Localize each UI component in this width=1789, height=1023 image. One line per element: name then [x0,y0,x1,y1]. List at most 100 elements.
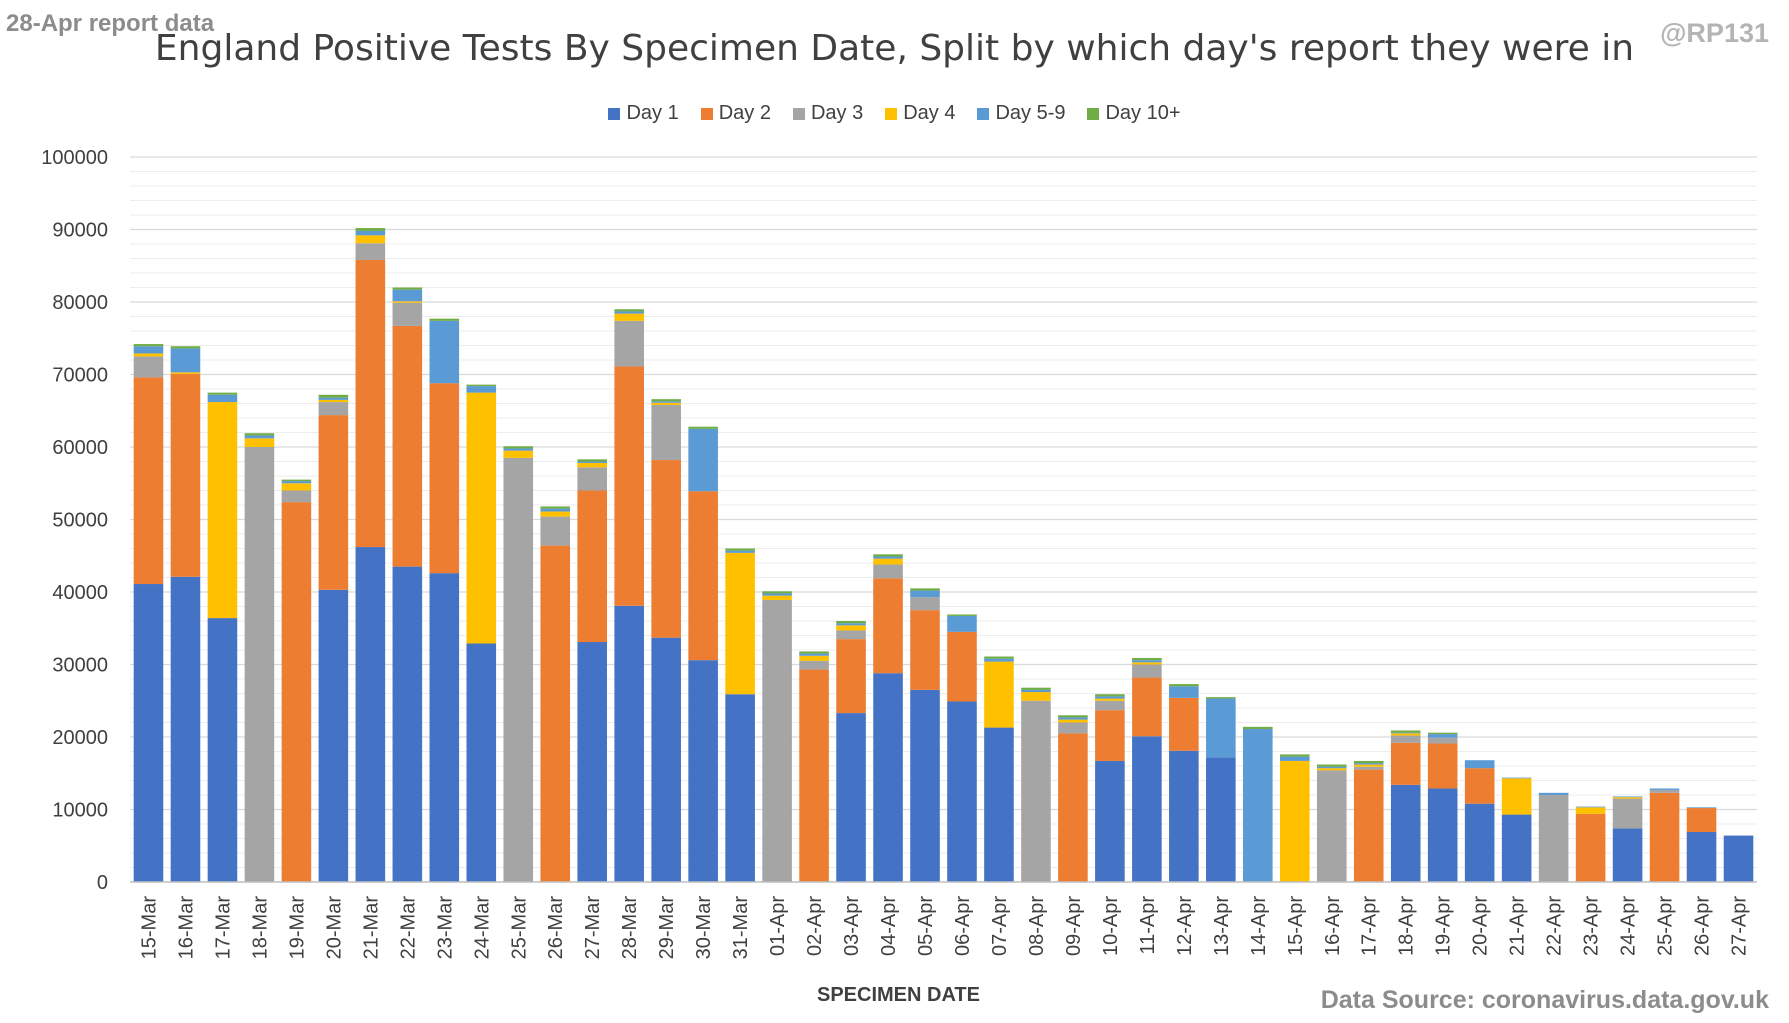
bar-segment [651,399,681,402]
x-axis-ticks: 15-Mar 16-Mar 17-Mar 18-Mar 19-Mar 20-Mar 21-M… [138,896,1750,960]
bar-segment [1132,677,1162,737]
bar-segment [1353,760,1384,764]
bar-segment [984,658,1014,662]
legend-item: Day 2 [700,102,771,125]
bar-segment [577,459,608,462]
bar-segment [170,348,201,373]
bar-segment [429,383,460,574]
x-tick-label: 14-Apr [1248,896,1270,956]
bar-segment [614,605,644,882]
bar-segment [614,309,644,312]
bar-segment [392,325,423,567]
bar-segment [207,618,238,882]
bar-segment [1427,734,1458,738]
bar-segment [540,511,571,517]
bar-segment [1095,696,1125,699]
bar-segment [429,320,460,384]
bar-segment [466,392,497,644]
bar-segment [577,490,608,643]
legend-swatch [1087,107,1100,120]
x-tick-label: 20-Mar [323,896,345,960]
y-tick-label: 90000 [52,220,108,242]
bar-segment [429,573,460,882]
bar-segment [1427,743,1458,789]
bar-segment [1095,694,1125,697]
x-tick-label: 24-Mar [471,896,493,960]
bar-segment [281,502,312,882]
bar-segment [725,552,755,695]
bar-segment [1316,770,1347,882]
bar-segment [614,311,644,314]
x-tick-label: 27-Mar [582,896,604,960]
bar-segment [244,433,275,436]
bar-segment [762,599,792,882]
x-tick-label: 21-Mar [360,896,382,960]
legend-label: Day 10+ [1105,102,1181,124]
bar-segment [651,637,681,882]
bar-segment [1316,768,1347,771]
bar-segment [910,610,940,690]
bar-segment [1132,657,1162,661]
bar-segment [355,235,386,244]
bar-segment [651,460,681,638]
bar-segment [836,630,866,640]
bar-segment [318,589,349,882]
bar-segment [466,386,497,393]
bar-segment [1095,700,1125,711]
bar-segment [1353,766,1384,770]
bar-segment [984,656,1014,659]
bar-segment [725,694,755,882]
bar-segment [1058,722,1088,734]
bar-segment [1464,760,1495,769]
y-tick-label: 50000 [52,510,108,532]
y-tick-label: 20000 [52,727,108,749]
bar-segment [133,356,164,378]
x-tick-label: 06-Apr [952,896,974,956]
x-tick-label: 09-Apr [1063,896,1085,956]
legend-item: Day 3 [792,102,863,125]
bar-segment [614,313,644,321]
bar-segment [540,508,571,512]
bar-segment [207,402,238,619]
x-tick-label: 23-Apr [1581,896,1603,956]
x-tick-label: 22-Apr [1544,896,1566,956]
bar-segment [873,578,903,674]
bar-segment [1243,729,1273,882]
bar-segment [1058,717,1088,720]
bar-segment [1464,768,1495,804]
bar-segment [651,401,681,403]
x-tick-label: 03-Apr [841,896,863,956]
bar-segment [1353,769,1384,882]
bar-segment [170,576,201,882]
bar-segment [762,591,792,594]
bar-segment [355,228,386,231]
bar-segment [1206,757,1236,882]
bar-segment [1390,732,1421,734]
legend-label: Day 2 [718,102,771,124]
bar-segment [1723,835,1754,882]
bar-segment [1390,784,1421,882]
bar-segment [1058,715,1088,718]
bar-segment [1427,788,1458,882]
bar-segment [1649,789,1680,793]
bar-segment [577,642,608,882]
x-tick-label: 19-Mar [286,896,308,960]
bar-segment [1316,764,1347,767]
y-tick-label: 10000 [52,800,108,822]
bar-segment [503,446,534,449]
bar-segment [133,346,164,354]
legend-swatch [700,107,713,120]
bar-segment [1612,797,1643,799]
legend-label: Day 1 [626,102,679,124]
bar-segment [355,243,386,260]
bar-segment [873,564,903,579]
data-source: Data Source: coronavirus.data.gov.uk [1320,986,1769,1014]
bar-segment [281,490,312,503]
x-tick-label: 17-Apr [1359,896,1381,956]
bar-segment [1538,795,1569,882]
bar-segment [947,631,977,702]
bar-segment [244,447,275,882]
bar-segment [207,392,238,395]
bar-segment [1243,726,1273,730]
bar-segment [910,588,940,591]
